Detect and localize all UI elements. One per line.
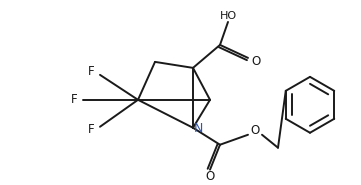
Text: O: O [251, 124, 260, 137]
Text: F: F [88, 123, 94, 136]
Text: N: N [193, 122, 203, 135]
Text: F: F [88, 65, 94, 78]
Text: HO: HO [219, 11, 236, 21]
Text: F: F [71, 93, 77, 106]
Text: O: O [251, 55, 261, 68]
Text: O: O [205, 170, 215, 183]
